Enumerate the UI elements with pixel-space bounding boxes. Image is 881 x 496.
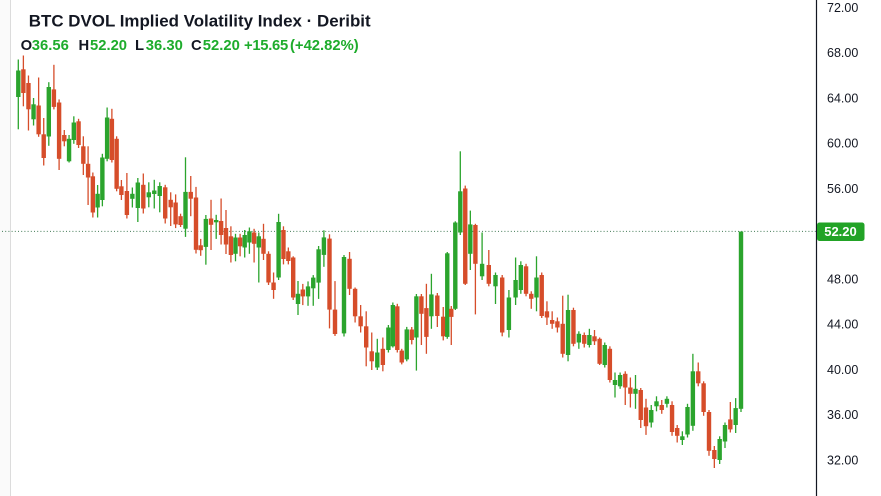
svg-text:68.00: 68.00 bbox=[827, 46, 858, 60]
svg-text:60.00: 60.00 bbox=[827, 137, 858, 151]
svg-text:44.00: 44.00 bbox=[827, 318, 858, 332]
svg-text:32.00: 32.00 bbox=[827, 453, 858, 467]
svg-text:56.00: 56.00 bbox=[827, 182, 858, 196]
svg-text:40.00: 40.00 bbox=[827, 363, 858, 377]
svg-text:52.20: 52.20 bbox=[824, 224, 857, 239]
svg-text:48.00: 48.00 bbox=[827, 272, 858, 286]
svg-text:72.00: 72.00 bbox=[827, 1, 858, 15]
svg-text:36.00: 36.00 bbox=[827, 408, 858, 422]
svg-text:BTC DVOL Implied Volatility In: BTC DVOL Implied Volatility Index · Deri… bbox=[29, 12, 371, 31]
svg-text:64.00: 64.00 bbox=[827, 92, 858, 106]
